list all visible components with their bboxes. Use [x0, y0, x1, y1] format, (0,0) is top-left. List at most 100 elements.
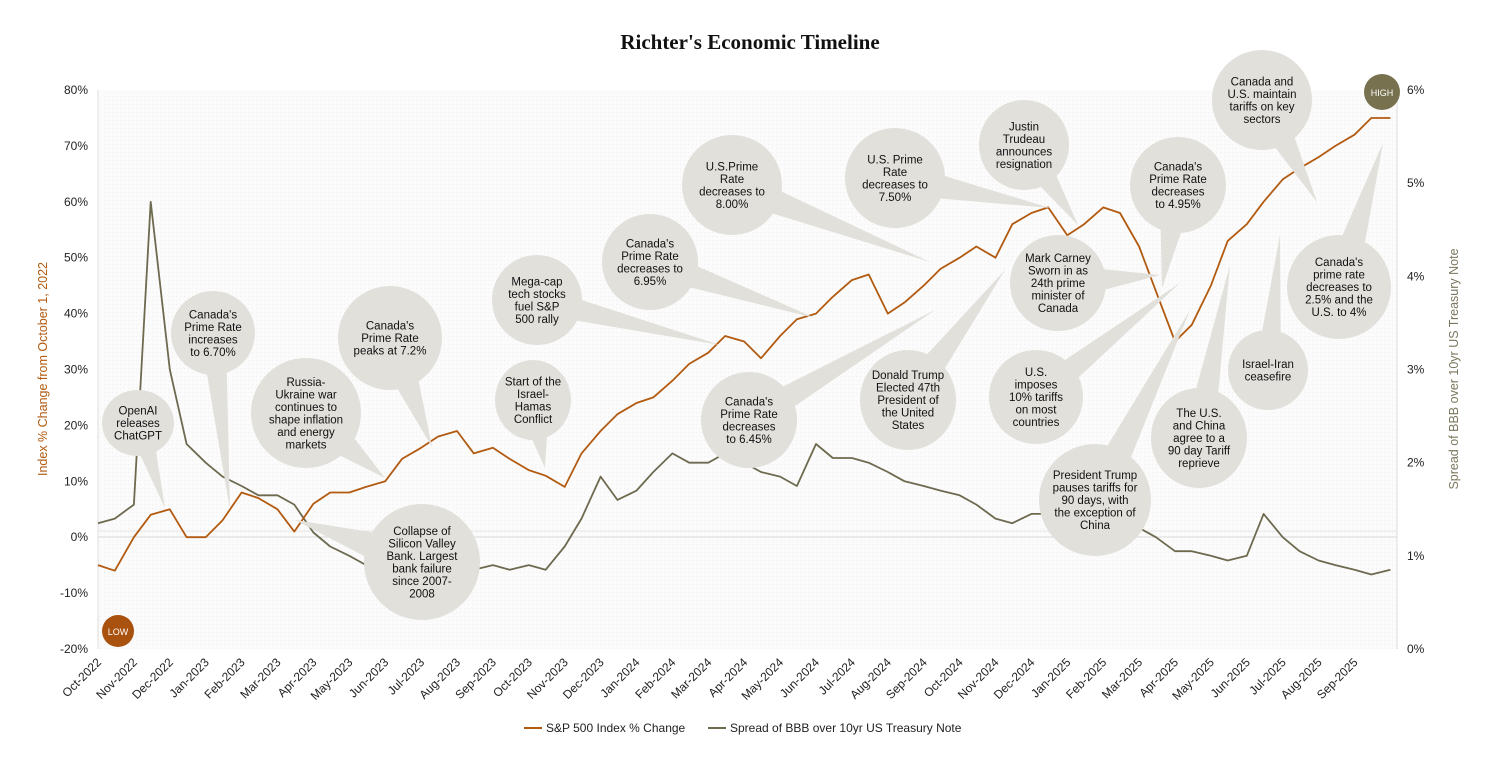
annotation-text-line: 90 days, with: [1061, 495, 1128, 507]
annotation-circle: [338, 286, 442, 390]
annotation-text-line: Canada's: [1154, 161, 1202, 173]
annotation-text-line: Start of the: [505, 376, 561, 388]
annotation-text-line: Prime Rate: [720, 409, 778, 421]
annotation-text-line: 2.5% and the: [1305, 295, 1373, 307]
left-tick-label: -10%: [60, 586, 88, 600]
annotation-pointer: [1338, 143, 1383, 254]
left-axis-label: Index % Change from October 1, 2022: [36, 262, 50, 476]
annotation-text-line: 90 day Tariff: [1168, 446, 1231, 458]
annotation-text-line: 8.00%: [716, 199, 749, 211]
low-badge: LOW: [102, 615, 134, 647]
annotation-text-line: Israel-Iran: [1242, 359, 1294, 371]
annotation-text-line: Ukraine war: [275, 389, 337, 401]
annotation-pointer: [295, 520, 385, 563]
left-tick-label: 40%: [64, 307, 88, 321]
annotation-circle: [1130, 137, 1226, 233]
annotation-text-line: U.S. maintain: [1227, 89, 1296, 101]
annotation-text-line: shape inflation: [269, 414, 343, 426]
annotation-circle: [1010, 235, 1106, 331]
annotation-text-line: decreases: [1151, 186, 1204, 198]
annotation-text-line: Rate: [720, 174, 744, 186]
annotation-text-line: 2008: [409, 588, 435, 600]
annotation-text-line: 24th prime: [1031, 278, 1085, 290]
left-tick-label: 50%: [64, 251, 88, 265]
annotation-circle: [364, 504, 480, 620]
annotation-text-line: Mega-cap: [511, 276, 562, 288]
annotation-text-line: since 2007-: [392, 576, 452, 588]
annotation-text-line: continues to: [275, 402, 337, 414]
annotation-circle: [171, 291, 255, 375]
annotation-text-line: Donald Trump: [872, 370, 944, 382]
annotation-text-line: pauses tariffs for: [1053, 483, 1138, 495]
left-tick-label: 70%: [64, 139, 88, 153]
annotation-text-line: U.S. to 4%: [1312, 307, 1367, 319]
right-tick-label: 0%: [1407, 642, 1425, 656]
right-tick-label: 6%: [1407, 83, 1425, 97]
right-axis-label: Spread of BBB over 10yr US Treasury Note: [1447, 248, 1461, 489]
annotation-pointer: [1101, 310, 1190, 469]
legend-label-sp500: S&P 500 Index % Change: [546, 721, 686, 735]
annotation-text-line: to 4.95%: [1155, 199, 1200, 211]
annotation-text-line: Hamas: [515, 401, 552, 413]
x-tick-label: Jun-2024: [777, 655, 823, 701]
right-axis-ticks: 0% 1% 2% 3% 4% 5% 6%: [1407, 83, 1425, 656]
annotation-text-line: 500 rally: [515, 314, 559, 326]
annotation-text-line: Silicon Valley: [388, 538, 456, 550]
annotation-pointer: [1160, 219, 1185, 288]
annotation-text-line: Canada and: [1231, 76, 1294, 88]
annotation-text-line: Bank. Largest: [387, 551, 459, 563]
annotation-pointer: [205, 363, 230, 510]
annotation-pointer: [137, 444, 165, 508]
left-tick-label: 80%: [64, 83, 88, 97]
annotation-text-line: tariffs on key: [1230, 101, 1295, 113]
right-tick-label: 3%: [1407, 363, 1425, 377]
annotation-text-line: to 6.45%: [726, 434, 771, 446]
annotation-text-line: prime rate: [1313, 270, 1365, 282]
right-tick-label: 5%: [1407, 176, 1425, 190]
annotation-text-line: U.S.Prime: [706, 161, 758, 173]
annotation-circle: [1287, 235, 1391, 339]
annotation-text-line: Prime Rate: [1149, 174, 1207, 186]
annotation-text-line: decreases: [722, 421, 775, 433]
annotation-text-line: markets: [286, 439, 327, 451]
annotation-text-line: Prime Rate: [361, 333, 419, 345]
left-tick-label: 30%: [64, 363, 88, 377]
annotation-circle: [1212, 50, 1312, 150]
annotation-text-line: 10% tariffs: [1009, 392, 1063, 404]
annotation-circle: [1039, 444, 1151, 556]
annotation-text-line: decreases to: [1306, 282, 1372, 294]
annotation-text-line: Mark Carney: [1025, 253, 1091, 265]
annotation-pointer: [680, 262, 815, 318]
annotation-circle: [860, 350, 956, 450]
annotation-circle: [251, 358, 361, 468]
annotation-text-line: agree to a: [1173, 433, 1225, 445]
annotation-text-line: ceasefire: [1245, 371, 1292, 383]
annotation-pointer: [774, 310, 935, 412]
annotation-text-line: decreases to: [862, 179, 928, 191]
annotation-text-line: ChatGPT: [114, 431, 162, 443]
annotation-text-line: U.S. Prime: [867, 154, 923, 166]
annotation-text-line: Canada's: [366, 321, 414, 333]
annotation-text-line: Sworn in as: [1028, 266, 1088, 278]
annotation-text-line: and China: [1173, 421, 1226, 433]
annotation-circle: [682, 135, 782, 235]
annotation-text-line: decreases to: [699, 186, 765, 198]
annotation-text-line: Canada's: [626, 238, 674, 250]
left-axis-ticks: -20% -10% 0% 10% 20% 30% 40% 50% 60% 70% 80%: [60, 83, 88, 656]
annotation-text-line: the exception of: [1054, 508, 1136, 520]
annotation-text-line: President Trump: [1053, 470, 1137, 482]
annotation-pointer: [1260, 235, 1281, 341]
high-badge-text: HIGH: [1371, 88, 1394, 98]
annotation-pointer: [1193, 265, 1230, 403]
x-tick-label: Jun-2023: [346, 655, 392, 701]
